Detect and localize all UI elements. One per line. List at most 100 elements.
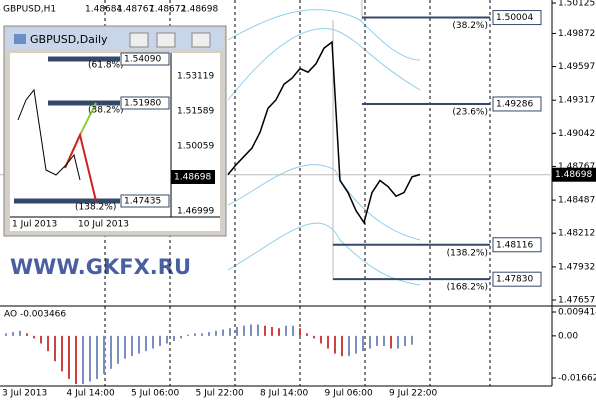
inset-tick: 1.50059	[177, 142, 214, 152]
inset-fib-percent: (138.2%)	[75, 203, 116, 213]
ao-bar	[5, 333, 7, 336]
fib-percent: (38.2%)	[452, 21, 488, 31]
time-label: 3 Jul 2013	[2, 389, 47, 399]
ao-bar	[173, 335, 175, 341]
ao-bar	[306, 333, 308, 336]
time-label: 4 Jul 14:00	[67, 389, 116, 399]
ao-bar	[208, 332, 210, 336]
ao-bar	[215, 330, 217, 336]
ao-bar	[355, 335, 357, 354]
inset-fib-percent: (38.2%)	[88, 106, 124, 116]
ao-bar	[33, 335, 35, 339]
price-tick-label: 1.48212	[558, 229, 595, 239]
fib-percent: (168.2%)	[447, 283, 488, 293]
inset-candles	[17, 88, 81, 181]
ao-bar	[264, 325, 266, 336]
ao-bar	[159, 335, 161, 346]
inset-fib-box	[120, 194, 170, 208]
ao-bar	[68, 335, 70, 379]
ao-bar	[201, 333, 203, 336]
ao-tick-label: 0.009414	[558, 308, 596, 318]
ao-bar	[96, 335, 98, 379]
ao-bar	[327, 335, 329, 349]
inset-window: GBPUSD,Daily 1.53119 1.51589 1.50059 1.4699…	[3, 25, 227, 237]
envelope-outer-lower	[227, 222, 421, 286]
ao-bar	[152, 335, 154, 349]
ao-bar	[390, 335, 392, 349]
maximize-button[interactable]	[156, 32, 176, 48]
ao-bar	[320, 335, 322, 344]
ao-bar	[376, 335, 378, 346]
minimize-button[interactable]	[129, 32, 149, 48]
fib-price: 1.50004	[496, 13, 533, 23]
ao-bar	[138, 335, 140, 354]
ao-tick-label: -0.016627	[558, 374, 596, 384]
price-tick-label: 1.49042	[558, 129, 595, 139]
symbol-label: GBPUSD,H1	[3, 5, 56, 15]
ao-bar	[369, 335, 371, 349]
ao-bar	[110, 335, 112, 369]
time-label: 9 Jul 22:00	[389, 389, 438, 399]
fib-price: 1.47830	[496, 275, 533, 285]
inset-fib-price: 1.47435	[124, 197, 161, 207]
quote: 1.48684	[85, 5, 122, 15]
ao-bar	[187, 334, 189, 336]
inset-date: 10 Jul 2013	[78, 220, 129, 230]
ao-bar	[397, 335, 399, 349]
ao-bar	[229, 328, 231, 336]
quote: 1.48672	[149, 5, 186, 15]
current-price-box	[552, 167, 596, 182]
fib-price-box	[492, 237, 542, 253]
time-label: 8 Jul 14:00	[260, 389, 309, 399]
envelope-outer-upper	[227, 9, 421, 61]
price-tick-label: 1.48487	[558, 196, 595, 206]
inset-tick: 1.46999	[177, 207, 214, 217]
inset-current: 1.48698	[174, 173, 211, 183]
fib-price-box	[492, 271, 542, 287]
price-line	[227, 40, 421, 225]
inset-current-box	[171, 170, 215, 184]
ao-bar	[243, 325, 245, 336]
ao-bar	[341, 335, 343, 357]
ao-bar	[54, 335, 56, 362]
ao-bar	[103, 335, 105, 374]
inset-fib-box	[120, 52, 170, 66]
ao-bar	[19, 330, 21, 336]
time-label: 5 Jul 06:00	[131, 389, 180, 399]
ao-bar	[285, 325, 287, 336]
ao-bar	[313, 335, 315, 339]
inset-tick: 1.53119	[177, 72, 214, 82]
window-title: GBPUSD,Daily	[30, 33, 108, 46]
inset-fib-percent: (61.8%)	[88, 61, 124, 71]
inset-tick: 1.51589	[177, 107, 214, 117]
inset-date: 1 Jul 2013	[12, 220, 57, 230]
fib-price-box	[492, 10, 542, 26]
quote: 1.48698	[181, 5, 218, 15]
ao-bar	[75, 335, 77, 385]
fib-price: 1.49286	[496, 99, 533, 109]
ao-bar	[89, 335, 91, 382]
price-tick-label: 1.48767	[558, 162, 595, 172]
envelope-lower	[227, 164, 421, 241]
quote: 1.48767	[117, 5, 154, 15]
ao-bar	[194, 333, 196, 336]
ao-bar	[12, 332, 14, 336]
ao-bar	[236, 326, 238, 336]
ao-bar	[257, 324, 259, 336]
close-button[interactable]	[191, 32, 211, 48]
price-tick-label: 1.49597	[558, 62, 595, 72]
watermark: WWW.GKFX.RU	[10, 255, 191, 279]
price-tick-label: 1.50125	[558, 0, 595, 9]
envelope-upper	[227, 28, 421, 101]
inset-fib-box	[120, 96, 170, 110]
time-label: 9 Jul 06:00	[325, 389, 374, 399]
fib-percent: (138.2%)	[447, 248, 488, 258]
current-price-label: 1.48698	[555, 170, 592, 180]
ao-bar	[82, 335, 84, 385]
ao-bar	[40, 335, 42, 344]
ao-bar	[47, 335, 49, 352]
ao-bar	[383, 335, 385, 346]
ao-bar	[348, 335, 350, 357]
fib-percent: (23.6%)	[452, 107, 488, 117]
